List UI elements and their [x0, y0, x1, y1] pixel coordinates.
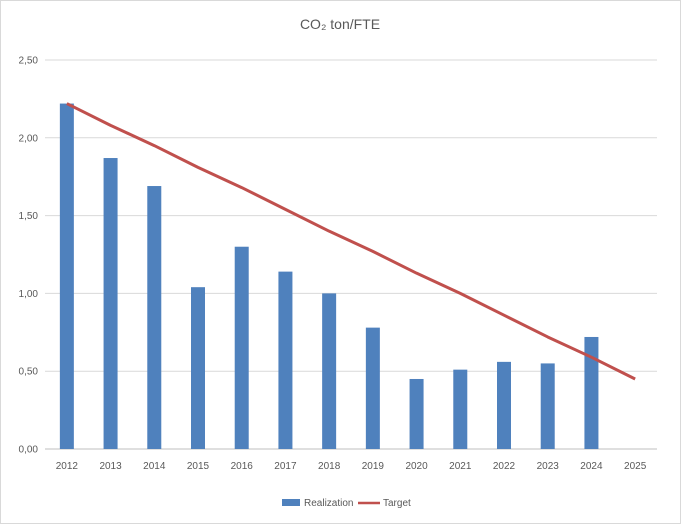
realization-bar [453, 369, 468, 449]
legend-label-target: Target [383, 498, 411, 509]
x-tick-label: 2016 [231, 461, 254, 472]
x-tick-label: 2021 [449, 461, 472, 472]
realization-bar [409, 378, 424, 449]
realization-bar [278, 271, 293, 449]
realization-bar [365, 327, 380, 449]
realization-bar [497, 361, 511, 449]
x-tick-label: 2017 [274, 461, 297, 472]
x-tick-label: 2022 [493, 461, 516, 472]
realization-bar [234, 246, 249, 449]
y-tick-label: 0,50 [19, 367, 39, 378]
x-axis-ticks: 2012 2013 2014 2015 2016 2017 2018 2019 2020 2021… [56, 461, 647, 472]
gridlines [45, 59, 657, 450]
x-tick-label: 2023 [537, 461, 560, 472]
realization-bar [59, 103, 74, 450]
x-tick-label: 2025 [624, 461, 647, 472]
x-tick-label: 2019 [362, 461, 385, 472]
realization-bar [540, 363, 555, 449]
realization-bar [147, 186, 162, 449]
y-tick-label: 2,00 [19, 133, 39, 144]
legend-swatch-realization [282, 499, 300, 506]
x-tick-label: 2012 [56, 461, 79, 472]
x-tick-label: 2013 [99, 461, 122, 472]
x-tick-label: 2020 [405, 461, 428, 472]
y-tick-label: 1,00 [19, 289, 39, 300]
x-tick-label: 2015 [187, 461, 210, 472]
chart-title: CO₂ ton/FTE [300, 16, 380, 32]
y-tick-label: 1,50 [19, 211, 39, 222]
y-tick-label: 0,00 [19, 445, 39, 456]
x-tick-label: 2018 [318, 461, 341, 472]
legend-label-realization: Realization [304, 498, 353, 509]
legend: Realization Target [282, 498, 411, 509]
realization-bars [59, 103, 599, 450]
realization-bar [191, 287, 205, 449]
y-tick-label: 2,50 [19, 56, 39, 67]
y-axis-ticks: 0,00 0,50 1,00 1,50 2,00 2,50 [19, 56, 39, 456]
target-line [66, 102, 636, 381]
x-tick-label: 2014 [143, 461, 166, 472]
x-tick-label: 2024 [580, 461, 603, 472]
target-line-layer [66, 102, 636, 381]
realization-bar [103, 158, 118, 449]
realization-bar [322, 293, 337, 449]
realization-bar [584, 336, 599, 449]
